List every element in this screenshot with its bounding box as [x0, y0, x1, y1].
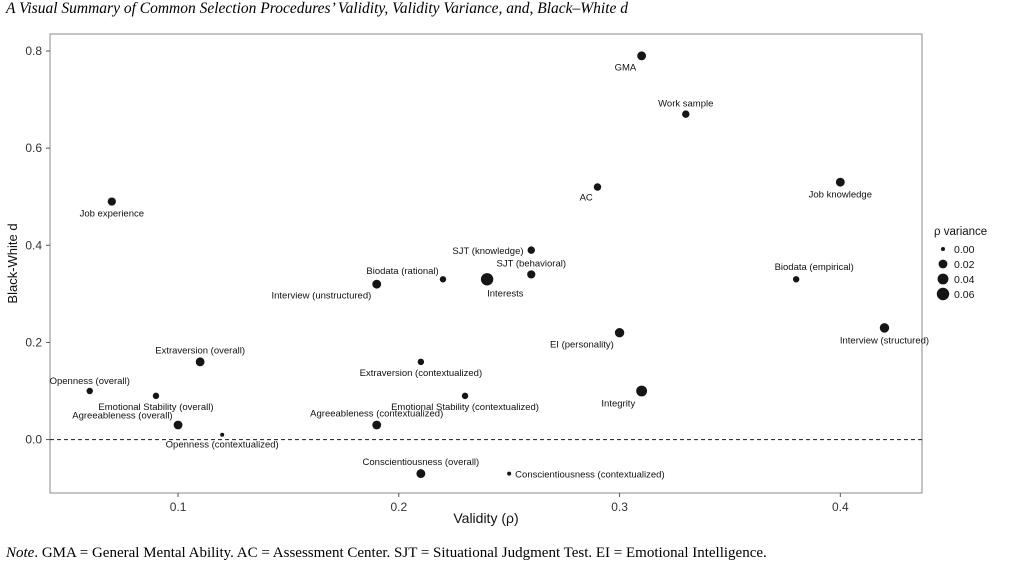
- note-lead: Note: [6, 545, 35, 561]
- legend-label: 0.04: [954, 274, 975, 286]
- data-point: [593, 183, 602, 191]
- data-point: [792, 276, 800, 283]
- point-label: Openness (overall): [50, 376, 130, 387]
- data-point: [107, 197, 116, 206]
- data-point: [439, 276, 447, 283]
- figure-title: A Visual Summary of Common Selection Pro…: [6, 0, 629, 17]
- legend-marker: [941, 247, 945, 251]
- data-point: [637, 51, 647, 61]
- point-label: SJT (behavioral): [496, 258, 566, 269]
- legend-marker: [936, 287, 950, 301]
- point-label: Emotional Stability (overall): [98, 402, 213, 413]
- data-point: [416, 469, 426, 478]
- point-label: EI (personality): [550, 339, 614, 350]
- legend-title: ρ variance: [934, 226, 987, 238]
- point-label: SJT (knowledge): [452, 246, 523, 257]
- point-label: Interview (structured): [840, 336, 929, 347]
- point-label: Biodata (empirical): [775, 262, 854, 273]
- data-point: [879, 323, 890, 333]
- data-point: [195, 357, 205, 367]
- data-point: [527, 270, 536, 279]
- data-point: [461, 392, 469, 400]
- point-label: AC: [580, 193, 593, 204]
- point-label: Biodata (rational): [366, 266, 438, 277]
- y-tick-label: 0.6: [25, 141, 42, 155]
- legend-label: 0.02: [954, 259, 975, 271]
- data-point: [507, 471, 512, 476]
- data-point: [480, 273, 494, 286]
- data-point: [682, 110, 690, 118]
- point-label: Integrity: [601, 398, 635, 409]
- y-tick-label: 0.2: [25, 335, 42, 349]
- point-label: Interests: [487, 288, 524, 299]
- legend-marker: [937, 273, 949, 285]
- x-tick-label: 0.3: [611, 500, 628, 514]
- data-point: [417, 358, 425, 366]
- point-label: Openness (contextualized): [166, 440, 279, 451]
- data-point: [173, 420, 183, 430]
- legend-marker: [938, 259, 948, 269]
- point-label: Agreeableness (overall): [72, 411, 172, 422]
- point-label: Job knowledge: [809, 190, 872, 201]
- data-point: [835, 177, 845, 187]
- point-label: Job experience: [80, 209, 144, 220]
- point-label: GMA: [615, 62, 637, 73]
- data-point: [372, 420, 382, 430]
- data-point: [372, 279, 382, 289]
- point-label: Extraversion (contextualized): [360, 368, 483, 379]
- point-label: Conscientiousness (overall): [363, 457, 480, 468]
- legend-label: 0.06: [954, 289, 975, 301]
- data-point: [86, 387, 93, 395]
- x-tick-label: 0.2: [390, 500, 407, 514]
- point-label: Emotional Stability (contextualized): [391, 402, 539, 413]
- y-tick-label: 0.0: [25, 433, 42, 447]
- note-text: . GMA = General Mental Ability. AC = Ass…: [34, 545, 767, 561]
- y-axis-label: Black-White d: [5, 223, 20, 303]
- y-tick-label: 0.4: [25, 238, 42, 252]
- x-tick-label: 0.1: [170, 500, 187, 514]
- data-point: [527, 246, 535, 254]
- figure-note: Note. GMA = General Mental Ability. AC =…: [6, 545, 767, 562]
- legend-label: 0.00: [954, 244, 975, 256]
- point-label: Conscientiousness (contextualized): [515, 470, 664, 481]
- data-point: [636, 385, 648, 397]
- x-axis-label: Validity (ρ): [453, 510, 518, 526]
- data-point: [152, 392, 160, 400]
- data-point: [614, 328, 625, 338]
- x-tick-label: 0.4: [832, 500, 849, 514]
- y-tick-label: 0.8: [25, 44, 42, 58]
- plot-panel: [49, 33, 923, 494]
- data-point: [220, 432, 225, 437]
- point-label: Interview (unstructured): [272, 291, 372, 302]
- point-label: Work sample: [658, 98, 713, 109]
- point-label: Agreeableness (contextualized): [310, 409, 443, 420]
- point-label: Extraversion (overall): [155, 345, 245, 356]
